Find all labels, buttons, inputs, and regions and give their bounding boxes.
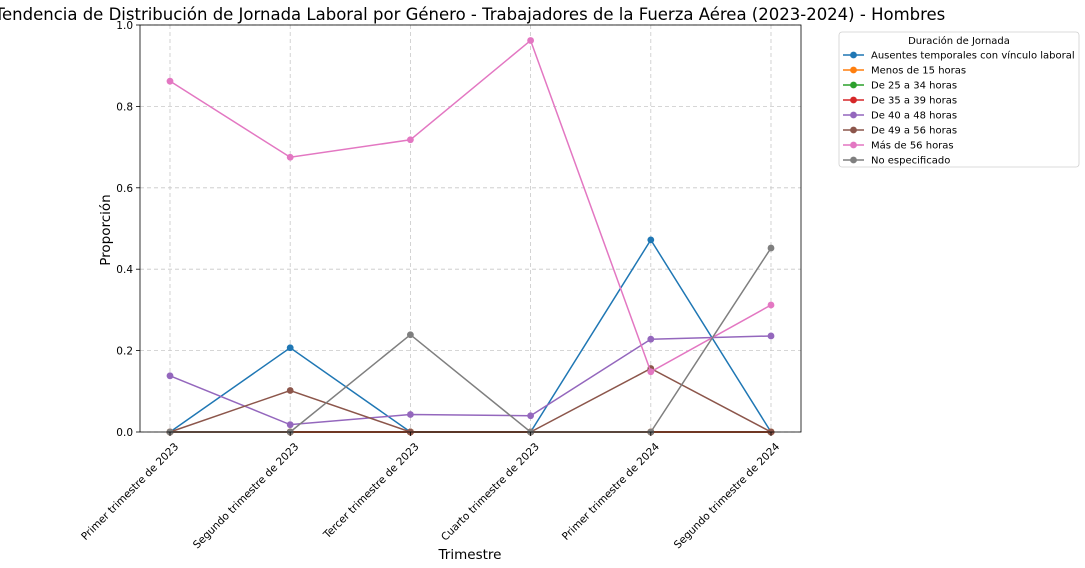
legend-swatch-marker [850, 81, 857, 89]
grid [140, 24, 801, 433]
data-point [166, 372, 174, 380]
legend-swatch-marker [850, 96, 857, 104]
x-tick-label: Primer trimestre de 2023 [79, 441, 181, 543]
series-5 [166, 365, 775, 436]
legend-swatch-marker [850, 51, 857, 59]
plot-frame [139, 24, 802, 433]
data-point [647, 236, 655, 244]
legend-item: Más de 56 horas [843, 140, 954, 152]
series-line [169, 335, 772, 426]
legend-item: De 40 a 48 horas [843, 111, 957, 122]
legend-swatch-marker [850, 66, 857, 74]
legend: Duración de Jornada Ausentes temporales … [838, 31, 1080, 168]
legend-swatch-marker [850, 141, 857, 149]
data-point [407, 331, 414, 339]
y-tick-label: 0.2 [116, 346, 133, 358]
legend-label: Ausentes temporales con vínculo laboral [871, 50, 1075, 62]
y-tick-label: 0.6 [116, 183, 133, 195]
data-point [647, 368, 655, 376]
axes: Primer trimestre de 2023 Segundo trimestr… [79, 20, 782, 551]
data-point [407, 411, 414, 418]
legend-label: De 40 a 48 horas [871, 111, 957, 122]
x-axis-label: Trimestre [438, 547, 502, 563]
legend-frame [838, 31, 1080, 168]
legend-item: De 49 a 56 horas [843, 126, 957, 137]
series-line [169, 238, 772, 433]
series-7 [166, 244, 775, 436]
data-point [166, 77, 174, 85]
legend-item: Menos de 15 horas [843, 66, 966, 77]
data-point [286, 421, 294, 429]
legend-label: De 25 a 34 horas [871, 81, 957, 92]
series-4 [166, 332, 775, 429]
legend-item: De 35 a 39 horas [843, 96, 957, 107]
data-point [767, 244, 775, 252]
x-tick-label: Tercer trimestre de 2023 [321, 441, 422, 542]
series-line [170, 247, 772, 433]
y-axis-label: Proporción [98, 194, 114, 266]
chart-title: Tendencia de Distribución de Jornada Lab… [0, 5, 945, 24]
data-point [527, 37, 534, 44]
y-tick-label: 0.8 [116, 101, 133, 113]
legend-item: Ausentes temporales con vínculo laboral [843, 50, 1075, 62]
y-tick-label: 0.4 [116, 264, 133, 276]
data-point [286, 387, 294, 394]
legend-title: Duración de Jornada [908, 35, 1010, 47]
y-tick-label: 0.0 [116, 427, 133, 439]
legend-label: De 49 a 56 horas [871, 126, 957, 137]
data-point [767, 301, 775, 309]
series-layer [166, 37, 775, 436]
x-tick-label: Primer trimestre de 2024 [560, 441, 662, 543]
legend-label: Menos de 15 horas [871, 66, 966, 77]
data-point [647, 335, 655, 343]
legend-label: No especificado [871, 156, 950, 167]
series-line [169, 39, 772, 373]
x-tick-label: Segundo trimestre de 2023 [191, 441, 301, 551]
legend-label: Más de 56 horas [871, 140, 954, 152]
data-point [527, 412, 534, 420]
legend-item: No especificado [843, 156, 950, 167]
series-6 [166, 37, 775, 376]
series-line [169, 367, 772, 433]
legend-swatch-marker [850, 111, 857, 119]
data-point [286, 153, 294, 161]
data-point [286, 344, 294, 352]
x-tick-label: Segundo trimestre de 2024 [672, 441, 783, 552]
x-tick-label: Cuarto trimestre de 2023 [439, 441, 542, 544]
legend-label: De 35 a 39 horas [871, 96, 957, 107]
legend-swatch-marker [850, 126, 857, 134]
legend-swatch-marker [850, 156, 857, 164]
y-tick-label: 1.0 [116, 20, 133, 32]
legend-item: De 25 a 34 horas [843, 81, 957, 92]
series-0 [166, 236, 775, 436]
data-point [407, 136, 414, 144]
data-point [767, 332, 775, 340]
